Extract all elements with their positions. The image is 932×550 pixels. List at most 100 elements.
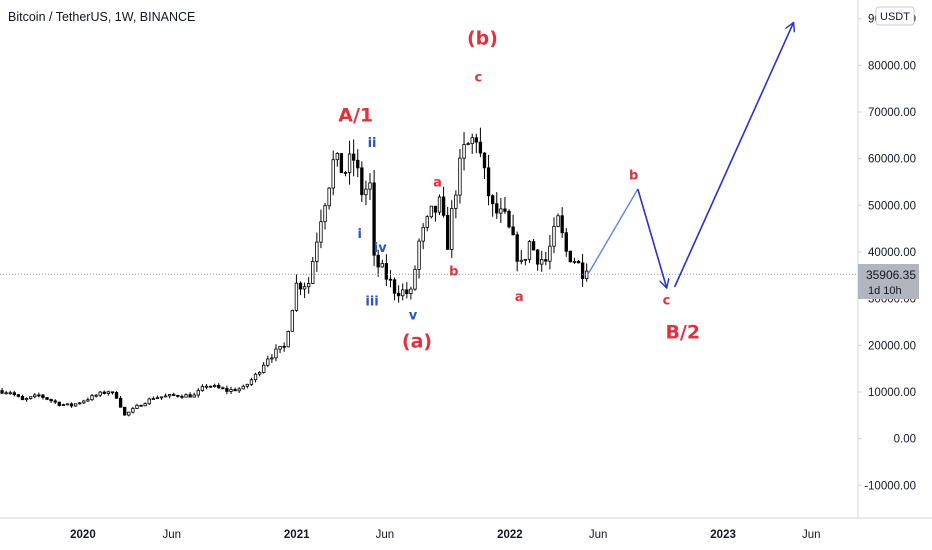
candle-down bbox=[515, 234, 519, 262]
time-tick-label: 2020 bbox=[70, 529, 96, 541]
time-axis[interactable] bbox=[0, 518, 932, 550]
candle-up bbox=[270, 357, 274, 360]
wave-label: (a) bbox=[402, 331, 432, 353]
time-tick-label: Jun bbox=[589, 529, 608, 541]
candle-down bbox=[339, 153, 344, 173]
candle-up bbox=[78, 402, 82, 405]
candle-down bbox=[478, 141, 483, 154]
wave-label: c bbox=[474, 71, 482, 86]
candle-up bbox=[106, 391, 111, 394]
candle-down bbox=[433, 205, 438, 213]
candle-down bbox=[441, 196, 446, 216]
candle-up bbox=[417, 240, 421, 270]
candle-up bbox=[135, 404, 139, 409]
candle-up bbox=[204, 385, 209, 388]
candle-down bbox=[225, 388, 229, 392]
currency-unit-button[interactable]: USDT bbox=[875, 6, 915, 26]
candle-down bbox=[208, 385, 213, 388]
candle-up bbox=[462, 144, 466, 159]
candle-up bbox=[274, 348, 278, 359]
projection-path-segment bbox=[673, 23, 794, 288]
wave-label: a bbox=[433, 176, 442, 191]
projection-layer bbox=[588, 23, 794, 288]
projection-path-segment bbox=[637, 188, 667, 287]
candle-up bbox=[347, 153, 352, 173]
candle-up bbox=[82, 400, 86, 404]
wave-label: a bbox=[515, 290, 524, 305]
candle-up bbox=[151, 398, 155, 400]
candle-up bbox=[143, 403, 147, 407]
candle-up bbox=[237, 388, 241, 392]
candle-up bbox=[73, 403, 78, 407]
candle-up bbox=[319, 221, 323, 243]
candle-up bbox=[196, 390, 200, 396]
candle-up bbox=[409, 288, 413, 294]
candle-up bbox=[94, 394, 98, 397]
candle-down bbox=[384, 263, 389, 280]
candle-up bbox=[98, 391, 102, 396]
price-tick-label: 0.00 bbox=[894, 434, 916, 446]
candle-up bbox=[8, 392, 12, 395]
wave-label: iv bbox=[374, 241, 387, 256]
candle-up bbox=[131, 408, 135, 413]
wave-label: ii bbox=[368, 136, 377, 151]
wave-label: v bbox=[409, 309, 418, 324]
candle-up bbox=[519, 259, 523, 262]
candle-up bbox=[33, 394, 37, 398]
price-tick-label: 80000.00 bbox=[868, 60, 916, 72]
candle-down bbox=[564, 232, 568, 252]
time-tick-label: 2022 bbox=[497, 529, 523, 541]
candle-up bbox=[315, 241, 319, 262]
candle-up bbox=[380, 263, 384, 268]
candle-up bbox=[458, 157, 462, 196]
price-tick-label: 60000.00 bbox=[868, 154, 916, 166]
candle-up bbox=[257, 371, 262, 375]
bar-countdown: 1d 10h bbox=[868, 285, 902, 297]
candle-down bbox=[180, 395, 184, 398]
candle-down bbox=[123, 406, 127, 416]
current-price-badge: 35906.35 1d 10h bbox=[858, 264, 919, 299]
candle-down bbox=[217, 385, 221, 389]
price-tick-label: 10000.00 bbox=[868, 387, 916, 399]
candle-up bbox=[368, 182, 372, 190]
candle-down bbox=[356, 159, 360, 169]
candle-down bbox=[360, 167, 364, 196]
candle-up bbox=[302, 286, 307, 290]
time-tick-label: Jun bbox=[376, 529, 395, 541]
candle-up bbox=[155, 397, 160, 400]
candle-up bbox=[241, 385, 245, 390]
candle-up bbox=[229, 389, 233, 392]
time-tick-label: Jun bbox=[162, 529, 181, 541]
candle-up bbox=[470, 137, 474, 145]
candle-up bbox=[364, 188, 368, 196]
candle-up bbox=[425, 216, 429, 228]
wave-label: iii bbox=[365, 295, 378, 310]
candle-up bbox=[572, 260, 577, 263]
candle-up bbox=[454, 194, 458, 209]
candle-down bbox=[69, 403, 74, 407]
candle-down bbox=[544, 259, 548, 262]
candle-down bbox=[535, 249, 540, 265]
candle-down bbox=[172, 394, 176, 396]
candle-down bbox=[298, 282, 303, 290]
candle-down bbox=[351, 153, 356, 161]
candle-down bbox=[118, 397, 123, 408]
candle-up bbox=[499, 208, 503, 214]
candle-up bbox=[311, 261, 315, 284]
candle-down bbox=[221, 387, 225, 390]
candle-down bbox=[102, 391, 106, 394]
candle-up bbox=[429, 205, 434, 218]
time-tick-label: 2021 bbox=[284, 529, 310, 541]
candle-down bbox=[405, 289, 409, 294]
candles-layer bbox=[0, 127, 589, 417]
price-axis[interactable] bbox=[858, 0, 932, 518]
wave-label: i bbox=[358, 227, 362, 242]
candle-down bbox=[20, 396, 25, 401]
candle-down bbox=[482, 152, 487, 169]
time-axis-labels: 2020 Jun 2021 Jun 2022 Jun 2023 Jun bbox=[70, 529, 820, 541]
candle-up bbox=[437, 196, 442, 213]
candle-up bbox=[163, 395, 168, 398]
candle-up bbox=[548, 245, 552, 262]
